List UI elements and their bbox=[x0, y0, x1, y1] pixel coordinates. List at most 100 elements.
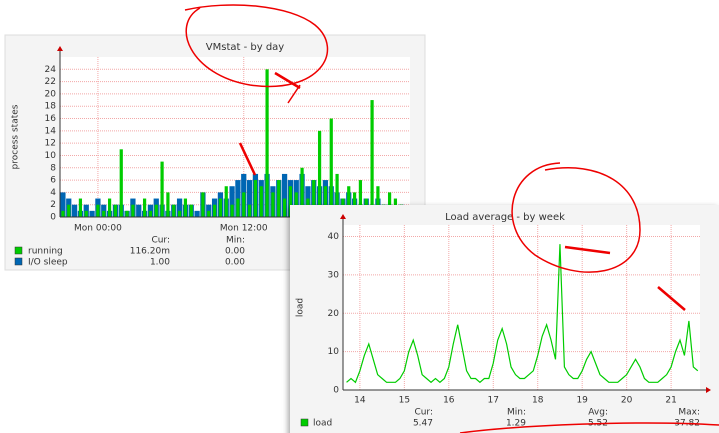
x-tick-label: 16 bbox=[443, 396, 455, 406]
bar bbox=[194, 210, 200, 217]
bar bbox=[352, 192, 357, 217]
circle-annotation bbox=[511, 162, 641, 273]
y-tick-label: 24 bbox=[45, 65, 57, 75]
legend-stat: 0.00 bbox=[225, 258, 245, 268]
legend-swatch bbox=[300, 418, 309, 427]
legend-swatch bbox=[14, 246, 23, 255]
bar bbox=[247, 204, 252, 217]
y-tick-label: 0 bbox=[50, 213, 56, 223]
bar bbox=[201, 192, 205, 217]
bar bbox=[166, 192, 170, 217]
arrow bbox=[274, 71, 301, 90]
x-tick-label: Mon 12:00 bbox=[220, 224, 268, 234]
y-tick-label: 14 bbox=[45, 126, 57, 136]
legend-stat: 5.47 bbox=[413, 419, 433, 429]
bar bbox=[189, 204, 193, 217]
y-axis-label: process states bbox=[11, 104, 21, 169]
bar bbox=[236, 198, 240, 217]
annotations bbox=[184, 4, 719, 433]
legend-header: Cur: bbox=[151, 236, 170, 246]
x-tick-label: 21 bbox=[665, 396, 676, 406]
bar bbox=[246, 180, 253, 217]
bar bbox=[119, 149, 123, 217]
bar bbox=[235, 180, 241, 217]
bar bbox=[61, 210, 65, 217]
bar bbox=[96, 204, 100, 217]
arrow bbox=[564, 245, 611, 255]
arrow bbox=[238, 142, 257, 176]
legend-stat: 0.00 bbox=[225, 247, 245, 257]
y-tick-label: 6 bbox=[50, 176, 56, 186]
legend-header: Min: bbox=[226, 236, 245, 246]
bar bbox=[160, 161, 164, 217]
bar bbox=[259, 186, 263, 217]
bar bbox=[142, 198, 147, 217]
chart-title: VMstat - by day bbox=[206, 42, 285, 53]
x-tick-label: Mon 00:00 bbox=[74, 224, 122, 234]
y-axis-label: load bbox=[296, 298, 306, 317]
bar bbox=[282, 198, 287, 217]
x-tick-label: 18 bbox=[532, 396, 544, 406]
legend-swatch bbox=[14, 257, 23, 266]
bar bbox=[317, 130, 322, 217]
bar bbox=[78, 198, 83, 217]
axis-arrow bbox=[57, 46, 63, 51]
load-panel: Load average - by week load 0 10 20 30 40 14 15 1… bbox=[290, 205, 719, 433]
bar bbox=[277, 180, 281, 217]
bar bbox=[347, 186, 351, 217]
y-tick-label: 8 bbox=[50, 163, 56, 173]
bar bbox=[294, 192, 298, 217]
bar bbox=[67, 204, 71, 217]
legend-label: running bbox=[28, 247, 63, 257]
bar bbox=[84, 210, 88, 217]
underline bbox=[459, 422, 719, 433]
axis-arrow bbox=[340, 214, 346, 219]
bar bbox=[207, 210, 211, 217]
chart-title: Load average - by week bbox=[445, 212, 565, 223]
bar bbox=[230, 204, 234, 217]
bar bbox=[177, 210, 182, 217]
legend-label: load bbox=[313, 419, 332, 429]
y-tick-label: 10 bbox=[45, 151, 57, 161]
plot-area bbox=[60, 57, 410, 217]
arrow bbox=[657, 286, 686, 311]
bar bbox=[335, 173, 339, 217]
bar bbox=[113, 204, 118, 217]
bar bbox=[312, 180, 316, 217]
bar bbox=[183, 198, 188, 217]
plot-area bbox=[343, 225, 700, 390]
y-tick-label: 2 bbox=[50, 200, 56, 210]
bar bbox=[125, 210, 129, 217]
bar bbox=[89, 210, 95, 217]
bar bbox=[271, 192, 275, 217]
legend-header: Avg: bbox=[588, 408, 608, 418]
legend-header: Min: bbox=[507, 408, 526, 418]
y-tick-label: 16 bbox=[45, 114, 57, 124]
legend-label: I/O sleep bbox=[28, 258, 68, 268]
y-tick-label: 22 bbox=[45, 77, 56, 87]
bar bbox=[212, 204, 217, 217]
x-tick-label: 15 bbox=[399, 396, 410, 406]
bar bbox=[148, 210, 153, 217]
x-tick-label: 17 bbox=[488, 396, 499, 406]
bar bbox=[242, 192, 246, 217]
bar bbox=[323, 186, 328, 217]
bar bbox=[131, 204, 135, 217]
bar bbox=[253, 180, 258, 217]
line bbox=[346, 244, 699, 384]
y-tick-label: 0 bbox=[333, 386, 339, 396]
x-tick-label: 19 bbox=[576, 396, 588, 406]
legend-stat: 116.20m bbox=[130, 247, 170, 257]
legend-stat: 1.00 bbox=[150, 258, 170, 268]
bar bbox=[172, 204, 176, 217]
y-tick-label: 4 bbox=[50, 188, 56, 198]
bar bbox=[136, 204, 142, 217]
y-tick-label: 10 bbox=[328, 347, 340, 357]
bar bbox=[102, 210, 106, 217]
bar bbox=[71, 204, 78, 217]
legend-header: Max: bbox=[678, 408, 700, 418]
bar bbox=[376, 186, 380, 217]
bar bbox=[154, 204, 158, 217]
